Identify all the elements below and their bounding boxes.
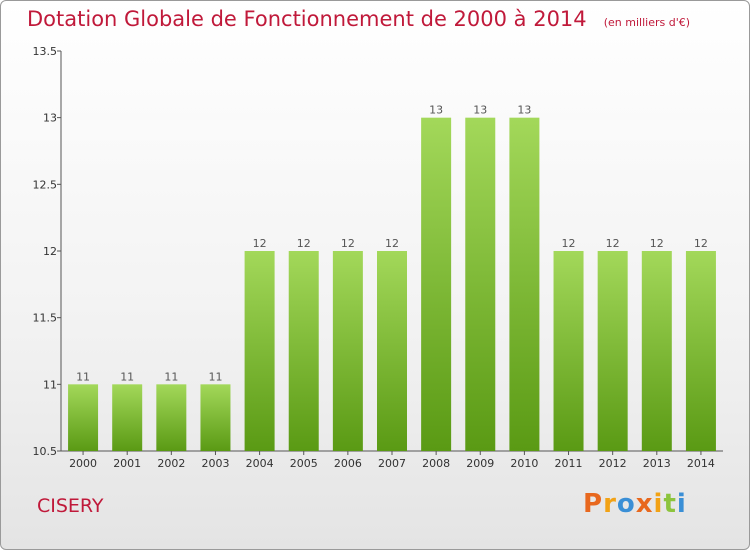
data-label: 11: [120, 370, 134, 383]
x-tick-label: 2013: [643, 457, 671, 470]
bar-2014: [685, 251, 716, 451]
proxiti-logo: Proxiti: [583, 489, 687, 519]
data-label: 13: [517, 104, 531, 117]
data-label: 12: [297, 237, 311, 250]
y-tick-label: 11: [43, 378, 57, 391]
x-tick-label: 2005: [290, 457, 318, 470]
logo-letter: r: [603, 489, 617, 519]
title-row: Dotation Globale de Fonctionnement de 20…: [27, 7, 690, 31]
commune-name: CISERY: [37, 495, 104, 517]
data-label: 12: [606, 237, 620, 250]
data-label: 12: [694, 237, 708, 250]
y-tick-label: 12.5: [33, 178, 58, 191]
logo-letter: t: [663, 489, 677, 519]
x-tick-label: 2007: [378, 457, 406, 470]
y-tick-label: 13: [43, 112, 57, 125]
logo-letter: P: [583, 489, 604, 519]
y-tick-label: 13.5: [33, 45, 58, 58]
bar-2012: [597, 251, 628, 451]
data-label: 13: [473, 104, 487, 117]
bar-2000: [68, 384, 99, 451]
data-label: 12: [650, 237, 664, 250]
chart-subtitle: (en milliers d'€): [603, 16, 691, 29]
bar-2006: [332, 251, 363, 451]
bar-2005: [288, 251, 319, 451]
bar-2003: [200, 384, 231, 451]
y-tick-label: 11.5: [33, 312, 58, 325]
x-tick-label: 2003: [201, 457, 229, 470]
data-label: 11: [208, 370, 222, 383]
data-label: 12: [253, 237, 267, 250]
x-tick-label: 2009: [466, 457, 494, 470]
y-tick-label: 10.5: [33, 445, 58, 458]
x-tick-label: 2004: [246, 457, 274, 470]
bar-2013: [641, 251, 672, 451]
logo-letter: i: [653, 489, 664, 519]
data-label: 12: [562, 237, 576, 250]
bar-2009: [465, 117, 496, 452]
y-tick-label: 12: [43, 245, 57, 258]
x-tick-label: 2006: [334, 457, 362, 470]
bar-2001: [112, 384, 143, 451]
data-label: 11: [76, 370, 90, 383]
bar-2002: [156, 384, 187, 451]
bar-2011: [553, 251, 584, 451]
bar-2010: [509, 117, 540, 452]
chart-title: Dotation Globale de Fonctionnement de 20…: [27, 7, 587, 31]
bar-2007: [377, 251, 407, 451]
x-tick-label: 2012: [599, 457, 627, 470]
data-label: 12: [341, 237, 355, 250]
logo-letter: o: [616, 489, 636, 519]
bar-2008: [421, 117, 452, 452]
data-label: 12: [385, 237, 399, 250]
x-tick-label: 2001: [113, 457, 141, 470]
x-tick-label: 2002: [157, 457, 185, 470]
x-tick-label: 2008: [422, 457, 450, 470]
logo-letter: x: [635, 489, 654, 519]
data-label: 11: [164, 370, 178, 383]
x-tick-label: 2014: [687, 457, 715, 470]
bar-2004: [244, 251, 275, 451]
logo-letter: i: [676, 489, 687, 519]
x-tick-label: 2000: [69, 457, 97, 470]
x-tick-label: 2010: [510, 457, 538, 470]
x-tick-label: 2011: [555, 457, 583, 470]
data-label: 13: [429, 104, 443, 117]
